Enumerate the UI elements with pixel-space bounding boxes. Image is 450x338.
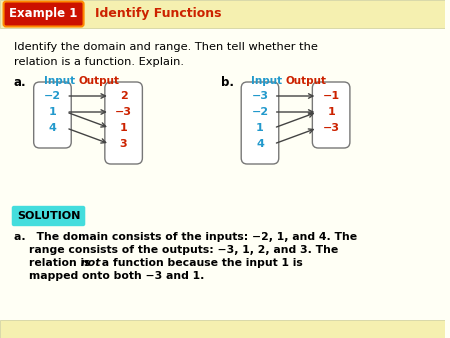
- Text: Input: Input: [251, 76, 282, 86]
- Text: 1: 1: [120, 123, 127, 133]
- Text: SOLUTION: SOLUTION: [17, 211, 80, 221]
- Text: b.: b.: [221, 76, 234, 89]
- FancyBboxPatch shape: [105, 82, 142, 164]
- Bar: [0, 0, 445, 28]
- Text: 2: 2: [120, 91, 127, 101]
- Text: −1: −1: [323, 91, 340, 101]
- FancyBboxPatch shape: [241, 82, 279, 164]
- Text: a. The domain consists of the inputs: −2, 1, and 4. The: a. The domain consists of the inputs: −2…: [14, 232, 357, 242]
- Text: Identify Functions: Identify Functions: [95, 7, 221, 21]
- Text: Identify the domain and range. Then tell whether the: Identify the domain and range. Then tell…: [14, 42, 318, 52]
- Text: 1: 1: [49, 107, 56, 117]
- Text: mapped onto both −3 and 1.: mapped onto both −3 and 1.: [14, 271, 204, 281]
- FancyBboxPatch shape: [34, 82, 71, 148]
- Text: −2: −2: [44, 91, 61, 101]
- Text: −3: −3: [252, 91, 269, 101]
- Text: a function because the input 1 is: a function because the input 1 is: [98, 258, 303, 268]
- Text: 1: 1: [327, 107, 335, 117]
- FancyBboxPatch shape: [312, 82, 350, 148]
- Text: −2: −2: [252, 107, 269, 117]
- Text: Example 1: Example 1: [9, 7, 78, 21]
- Text: 3: 3: [120, 139, 127, 149]
- Bar: [0, 320, 445, 338]
- Text: 4: 4: [49, 123, 56, 133]
- Text: Output: Output: [78, 76, 119, 86]
- Text: range consists of the outputs: −3, 1, 2, and 3. The: range consists of the outputs: −3, 1, 2,…: [14, 245, 338, 255]
- Text: −3: −3: [323, 123, 340, 133]
- Text: −3: −3: [115, 107, 132, 117]
- Text: relation is: relation is: [14, 258, 94, 268]
- Text: Output: Output: [286, 76, 327, 86]
- Text: not: not: [81, 258, 102, 268]
- FancyBboxPatch shape: [4, 1, 84, 26]
- Text: a.: a.: [14, 76, 27, 89]
- Text: Input: Input: [44, 76, 75, 86]
- Text: relation is a function. Explain.: relation is a function. Explain.: [14, 57, 184, 67]
- Text: 1: 1: [256, 123, 264, 133]
- Text: 4: 4: [256, 139, 264, 149]
- FancyBboxPatch shape: [13, 207, 85, 225]
